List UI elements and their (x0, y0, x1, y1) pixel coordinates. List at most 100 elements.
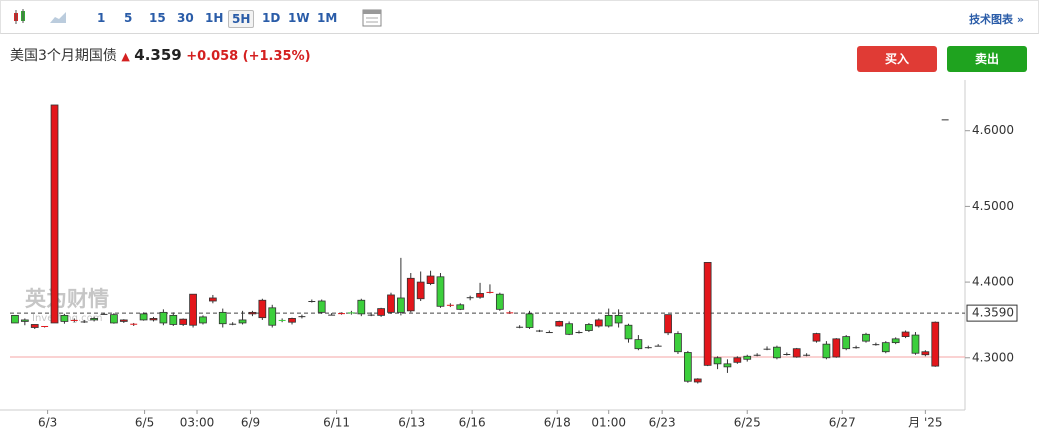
candle-body (644, 347, 652, 349)
candle-body (693, 378, 702, 383)
interval-button[interactable]: 1 (97, 11, 106, 25)
toolbar: 技术图表 » 1 5 15 30 1H 5H 1D 1W 1M (0, 0, 1039, 34)
candle-body (20, 319, 29, 322)
candle-body (456, 304, 465, 310)
interval-button[interactable]: 5H (228, 10, 255, 28)
candle-body (90, 318, 98, 321)
candle-body (50, 104, 59, 324)
candle-body (921, 351, 930, 356)
candle-body (268, 307, 277, 326)
candle-body (743, 355, 752, 360)
candle-body (703, 262, 712, 366)
x-tick-label: 6/23 (649, 416, 676, 430)
candle-body (169, 314, 178, 325)
candle-body (149, 318, 158, 321)
candle-body (30, 324, 39, 328)
candle-body (406, 277, 415, 312)
interval-button[interactable]: 5 (124, 11, 133, 25)
candle-body (565, 323, 573, 335)
candle-body (594, 319, 603, 327)
interval-button[interactable]: 30 (177, 11, 194, 25)
interval-button[interactable]: 1D (262, 11, 281, 25)
candle-body (288, 318, 296, 323)
candle-body (248, 311, 257, 315)
candle-body (713, 357, 722, 365)
candle-body (862, 333, 870, 342)
candle-body (881, 342, 890, 353)
candle-body (852, 347, 860, 349)
candle-body (812, 333, 821, 342)
price-label-box (966, 304, 1018, 322)
x-tick-label: 6/18 (544, 416, 571, 430)
candle-body (338, 313, 345, 315)
x-tick-label: 6/27 (829, 416, 856, 430)
technical-chart-link[interactable]: 技术图表 » (969, 13, 1024, 26)
candle-body (872, 344, 880, 346)
candle-body (308, 301, 316, 303)
candle-body (229, 323, 237, 325)
interval-button[interactable]: 1H (205, 11, 224, 25)
candle-body (119, 319, 128, 322)
candle-body (328, 314, 336, 316)
candle-body (258, 299, 267, 319)
buy-button[interactable]: 买入 (857, 46, 937, 72)
instrument-header: 美国3个月期国债 ▲ 4.359 +0.058 (+1.35%) (10, 45, 311, 65)
candle-body (684, 352, 692, 382)
candle-body (347, 312, 355, 314)
sell-button[interactable]: 卖出 (947, 46, 1027, 72)
area-icon[interactable] (49, 9, 67, 25)
candle-body (278, 319, 286, 321)
candle-body (506, 312, 514, 314)
candle-body (901, 331, 910, 337)
candle-body (426, 275, 435, 285)
candle-body (238, 319, 247, 324)
candle-body (495, 293, 504, 310)
candle-body (486, 291, 494, 293)
candle-body (624, 324, 633, 340)
watermark-sub: Investing.com (32, 313, 103, 324)
x-tick-label: 月 '25 (908, 416, 942, 430)
candle-body (416, 281, 425, 300)
y-tick-label: 4.3000 (972, 350, 1014, 364)
candle-body (575, 332, 583, 334)
candle-body (614, 314, 623, 324)
candle-body (654, 345, 662, 347)
y-tick-label: 4.4000 (972, 275, 1014, 289)
candle-body (664, 314, 672, 334)
price-change: +0.058 (186, 49, 239, 64)
candle-body (555, 321, 564, 327)
interval-button[interactable]: 1W (288, 11, 310, 25)
table-icon[interactable] (362, 9, 382, 27)
candle-body (763, 348, 771, 350)
candle-body (773, 346, 781, 359)
candle-body (803, 354, 811, 356)
candle-body (159, 311, 168, 324)
candle-body (466, 297, 474, 299)
price-label: 4.3590 (972, 306, 1014, 320)
candle-body (357, 299, 366, 315)
candle-body (476, 293, 484, 298)
y-tick-label: 4.5000 (972, 199, 1014, 213)
x-tick-label: 6/5 (135, 416, 154, 430)
interval-button[interactable]: 1M (317, 11, 338, 25)
candle-body (387, 294, 395, 313)
interval-button[interactable]: 15 (149, 11, 166, 25)
price-change-pct: (+1.35%) (242, 49, 311, 64)
candle-body (585, 324, 593, 331)
candle-body (100, 313, 108, 315)
candle-body (535, 330, 543, 332)
candle-body (911, 334, 920, 354)
candle-body (11, 314, 19, 324)
candle-body (723, 363, 732, 368)
candle-body (516, 326, 524, 328)
candle-icon[interactable] (11, 9, 29, 25)
candle-body (60, 314, 69, 322)
candle-body (218, 311, 227, 325)
candle-body (941, 119, 949, 121)
candle-body (377, 308, 385, 316)
candle-body (139, 313, 148, 321)
candle-body (525, 313, 534, 328)
x-tick-label: 6/25 (734, 416, 761, 430)
candle-body (436, 276, 445, 307)
